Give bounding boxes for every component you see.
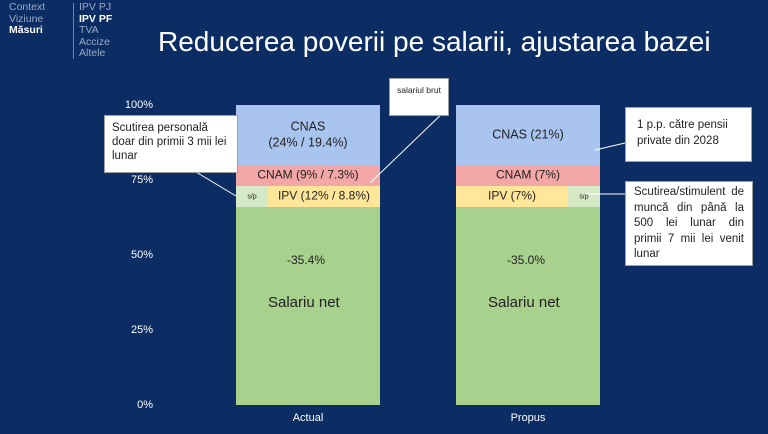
bar-propus: -35.0% Salariu net IPV (7%) s/p CNAM (7%) CNA… (456, 105, 600, 424)
bar-segment-label: (24% / 19.4%) (268, 135, 347, 149)
nav-divider (73, 3, 74, 59)
bar-pct-label: -35.0% (507, 253, 545, 267)
nav-item-viziune[interactable]: Viziune (9, 12, 44, 25)
callout-leaders (195, 107, 626, 197)
callout-salariul-brut: salariul brut (389, 78, 449, 116)
bar-segment-cnam (456, 165, 600, 186)
nav-item-ipv-pj[interactable]: IPV PJ (79, 1, 112, 13)
bar-segment-cnas (236, 105, 380, 165)
bar-segment-cnas (456, 105, 600, 165)
bar-pct-label: -35.4% (287, 253, 325, 267)
sp-label: s/p (247, 193, 256, 200)
bar-segment-salariu_net (236, 207, 380, 405)
nav-item-ipv-pf[interactable]: IPV PF (79, 12, 113, 25)
bar-segment-label: IPV (12% / 8.8%) (278, 189, 370, 203)
nav-item-altele[interactable]: Altele (79, 47, 106, 59)
x-category-label: Actual (293, 412, 324, 424)
nav-primary: Context Viziune Măsuri (9, 1, 46, 37)
y-tick-label: 75% (131, 174, 153, 186)
slide-title: Reducerea poverii pe salarii, ajustarea … (158, 26, 711, 57)
y-tick-label: 25% (131, 324, 153, 336)
bar-segment-label: Salariu net (488, 294, 561, 311)
leader-pensii-private (594, 142, 626, 151)
nav-item-context[interactable]: Context (9, 1, 46, 13)
bar-segment-label: Salariu net (268, 294, 341, 311)
nav-item-masuri[interactable]: Măsuri (9, 24, 43, 36)
bar-segment-label: IPV (7%) (488, 189, 536, 203)
bars: -35.4% Salariu net s/p IPV (12% / 8.8%) CNAM… (236, 105, 600, 424)
bar-segment-sp (236, 186, 268, 207)
y-tick-label: 50% (131, 249, 153, 261)
callout-pensii-private: 1 p.p. către pensii private din 2028 (625, 107, 752, 162)
bar-segment-ipv (456, 186, 568, 207)
y-tick-label: 100% (125, 99, 153, 111)
bar-segment-label: CNAS (21%) (492, 127, 564, 141)
bar-segment-sp (568, 186, 600, 207)
bar-segment-ipv (268, 186, 380, 207)
nav-item-accize[interactable]: Accize (79, 35, 110, 48)
leader-salariul-brut (369, 107, 449, 184)
callout-scutirea-personala: Scutirea personală doar din primii 3 mii… (104, 115, 238, 173)
nav-item-tva[interactable]: TVA (79, 24, 99, 36)
sp-label: s/p (579, 193, 588, 200)
bar-segment-cnam (236, 165, 380, 186)
bar-segment-salariu_net (456, 207, 600, 405)
bar-actual: -35.4% Salariu net s/p IPV (12% / 8.8%) CNAM… (236, 105, 380, 424)
x-category-label: Propus (511, 412, 546, 424)
callout-scutirea-stimulent: Scutirea/stimulent de muncă din până la … (625, 181, 753, 266)
bar-segment-label: CNAM (7%) (496, 168, 560, 182)
y-tick-label: 0% (137, 399, 153, 411)
y-axis: 0% 25% 50% 75% 100% (125, 99, 153, 411)
nav-secondary: IPV PJ IPV PF TVA Accize Altele (79, 1, 113, 60)
leader-scutirea-personala (195, 171, 237, 197)
bar-segment-label: CNAM (9% / 7.3%) (257, 168, 358, 182)
bar-segment-label: CNAS (291, 119, 326, 133)
